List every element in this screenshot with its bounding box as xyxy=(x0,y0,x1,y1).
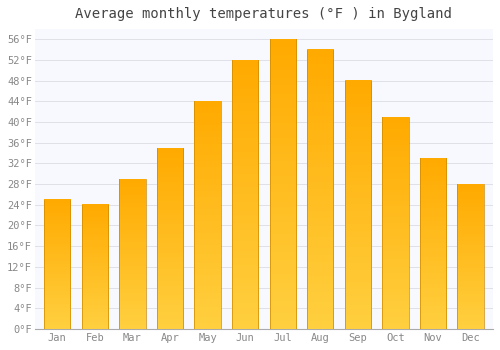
Title: Average monthly temperatures (°F ) in Bygland: Average monthly temperatures (°F ) in By… xyxy=(76,7,452,21)
